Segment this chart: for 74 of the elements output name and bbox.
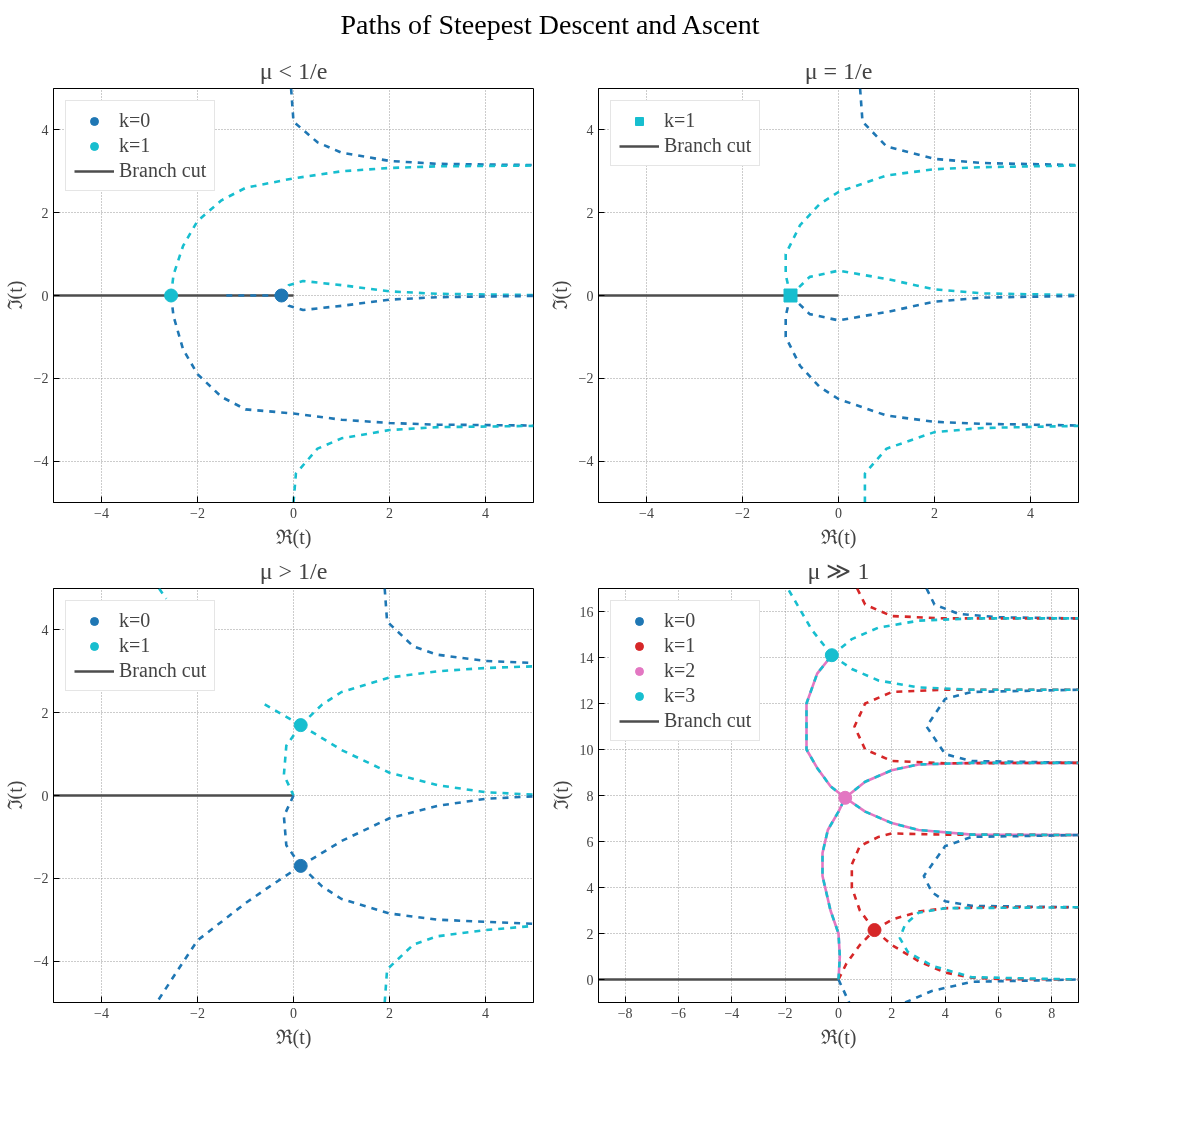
y-tick-label: −4	[578, 454, 594, 470]
x-axis-title: ℜ(t)	[820, 525, 857, 549]
y-axis-title: ℑ(t)	[3, 780, 27, 811]
x-tick-label: 0	[290, 505, 297, 521]
chart-title: μ ≫ 1	[807, 557, 870, 584]
x-tick-label: 2	[386, 505, 393, 521]
x-tick-label: 4	[1027, 505, 1034, 521]
legend-label: Branch cut	[119, 659, 207, 682]
x-tick-label: 8	[1048, 1005, 1056, 1021]
x-tick-label: −8	[617, 1005, 633, 1021]
y-tick-label: 4	[586, 122, 594, 138]
legend-label: Branch cut	[664, 709, 752, 732]
x-tick-label: 0	[290, 1005, 297, 1021]
x-tick-label: 2	[888, 1005, 896, 1021]
chart-title: μ < 1/e	[259, 57, 328, 84]
x-tick-label: −4	[94, 1005, 109, 1021]
x-tick-label: −6	[671, 1005, 686, 1021]
chart-title: μ > 1/e	[259, 557, 328, 584]
legend-label: k=0	[664, 609, 696, 632]
x-tick-label: −4	[724, 1005, 740, 1021]
y-tick-label: 6	[586, 834, 594, 850]
y-tick-label: 4	[586, 880, 594, 896]
x-tick-label: −2	[190, 1005, 205, 1021]
x-tick-label: −4	[639, 505, 654, 521]
text: Paths of Steepest Descent and Ascent	[340, 8, 760, 42]
x-axis-title: ℜ(t)	[820, 1025, 857, 1049]
legend-label: k=1	[119, 634, 151, 657]
legend-label: k=0	[119, 609, 151, 632]
x-tick-label: −2	[777, 1005, 793, 1021]
chart-title: μ = 1/e	[804, 57, 873, 84]
x-tick-label: 0	[835, 1005, 842, 1021]
legend-label: Branch cut	[664, 134, 752, 157]
x-tick-label: 4	[482, 1005, 489, 1021]
legend-label: k=1	[664, 634, 696, 657]
y-tick-label: 12	[579, 696, 594, 712]
x-tick-label: −2	[190, 505, 205, 521]
x-tick-label: −4	[94, 505, 109, 521]
y-axis-title: ℑ(t)	[3, 280, 27, 311]
x-tick-label: 2	[931, 505, 938, 521]
x-tick-label: 4	[941, 1005, 949, 1021]
y-tick-label: 10	[579, 742, 594, 758]
x-tick-label: −2	[735, 505, 750, 521]
legend-label: Branch cut	[119, 159, 207, 182]
y-tick-label: 0	[41, 788, 49, 804]
legend-label: k=2	[664, 659, 696, 682]
y-tick-label: −2	[578, 371, 594, 387]
x-tick-label: 0	[835, 505, 842, 521]
y-tick-label: 16	[579, 604, 594, 620]
y-tick-label: 0	[41, 288, 49, 304]
y-tick-label: −4	[33, 454, 49, 470]
x-tick-label: 2	[386, 1005, 393, 1021]
legend-label: k=3	[664, 684, 696, 707]
y-tick-label: 14	[579, 650, 594, 666]
y-tick-label: 4	[41, 122, 49, 138]
y-tick-label: 4	[41, 622, 49, 638]
y-tick-label: 0	[586, 288, 594, 304]
y-axis-title: ℑ(t)	[548, 280, 572, 311]
y-tick-label: 8	[586, 788, 594, 804]
legend-label: k=1	[664, 109, 696, 132]
y-tick-label: 2	[586, 926, 594, 942]
y-tick-label: 0	[586, 972, 594, 988]
x-tick-label: 4	[482, 505, 489, 521]
y-tick-label: 2	[41, 205, 49, 221]
y-tick-label: 2	[41, 705, 49, 721]
y-tick-label: −2	[33, 871, 49, 887]
x-tick-label: 6	[995, 1005, 1002, 1021]
y-axis-title: ℑ(t)	[549, 780, 573, 811]
legend-label: k=0	[119, 109, 151, 132]
x-axis-title: ℜ(t)	[275, 525, 312, 549]
x-axis-title: ℜ(t)	[275, 1025, 312, 1049]
y-tick-label: 2	[586, 205, 594, 221]
legend-label: k=1	[119, 134, 151, 157]
y-tick-label: −4	[33, 954, 49, 970]
y-tick-label: −2	[33, 371, 49, 387]
